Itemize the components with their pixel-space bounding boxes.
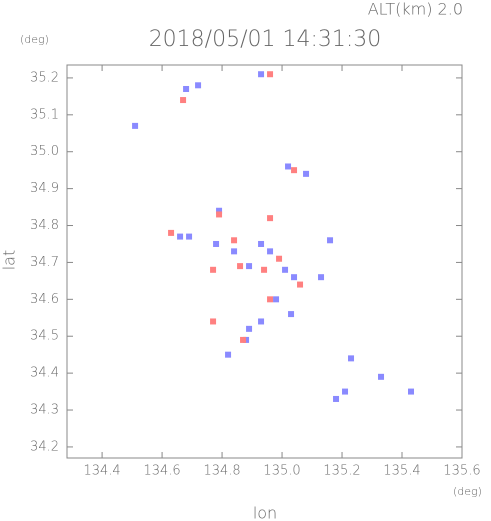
y-tick-label: 34.2 <box>30 439 59 454</box>
x-tick-label: 135.6 <box>443 464 480 479</box>
echo-point <box>327 237 334 244</box>
echo-point <box>246 263 253 270</box>
echo-point <box>258 240 265 247</box>
chart-title: 2018/05/01 14:31:30 <box>149 27 382 52</box>
y-tick-label: 34.7 <box>30 255 59 270</box>
echo-point <box>210 318 217 325</box>
echo-point <box>282 266 289 273</box>
echo-point <box>216 211 223 218</box>
echo-point <box>273 296 280 303</box>
echo-point <box>132 122 139 129</box>
echo-point <box>180 97 187 104</box>
x-unit: (deg) <box>453 485 482 498</box>
echo-point <box>246 325 253 332</box>
x-tick-label: 135.0 <box>263 464 300 479</box>
echo-point <box>168 229 175 236</box>
y-tick-label: 35.2 <box>30 70 59 85</box>
y-tick-label: 34.4 <box>30 366 59 381</box>
echo-point <box>408 388 415 395</box>
y-tick-label: 34.8 <box>30 218 59 233</box>
y-tick-label: 35.0 <box>30 144 59 159</box>
echo-point <box>267 215 274 222</box>
echo-point <box>195 82 202 89</box>
subtitle: ALT(km) 2.0 <box>368 0 463 19</box>
echo-point <box>267 296 274 303</box>
echo-point <box>267 248 274 255</box>
y-tick-label: 34.5 <box>30 329 59 344</box>
echo-point <box>267 71 274 78</box>
x-tick-label: 135.4 <box>383 464 420 479</box>
plot-frame <box>66 64 463 459</box>
echo-point <box>183 85 190 92</box>
echo-point <box>285 163 292 170</box>
y-unit: (deg) <box>20 33 49 46</box>
echo-point <box>288 311 295 318</box>
echo-point <box>261 266 268 273</box>
echo-point <box>216 207 223 214</box>
echo-point <box>186 233 193 240</box>
echo-point <box>378 373 385 380</box>
y-tick-label: 34.9 <box>30 181 59 196</box>
x-axis-label: lon <box>253 504 277 521</box>
echo-point <box>297 281 304 288</box>
echo-point <box>342 388 349 395</box>
echo-point <box>318 274 325 281</box>
echo-point <box>177 233 184 240</box>
y-tick-label: 35.1 <box>30 107 59 122</box>
echo-point <box>258 71 265 78</box>
echo-point <box>276 255 283 262</box>
echo-point <box>225 351 232 358</box>
y-tick-label: 34.3 <box>30 403 59 418</box>
y-tick-label: 34.6 <box>30 292 59 307</box>
echo-point <box>303 170 310 177</box>
echo-point <box>240 336 247 343</box>
x-tick-label: 134.4 <box>83 464 120 479</box>
echo-point <box>237 263 244 270</box>
echo-point <box>258 318 265 325</box>
y-axis-label: lat <box>0 250 19 271</box>
echo-point <box>231 248 238 255</box>
echo-point <box>291 274 298 281</box>
x-tick-label: 134.8 <box>203 464 240 479</box>
x-tick-label: 135.2 <box>323 464 360 479</box>
echo-point <box>213 240 220 247</box>
echo-point <box>231 237 238 244</box>
x-tick-label: 134.6 <box>143 464 180 479</box>
echo-point <box>210 266 217 273</box>
echo-point <box>291 167 298 174</box>
echo-point <box>333 395 340 402</box>
echo-point <box>348 355 355 362</box>
